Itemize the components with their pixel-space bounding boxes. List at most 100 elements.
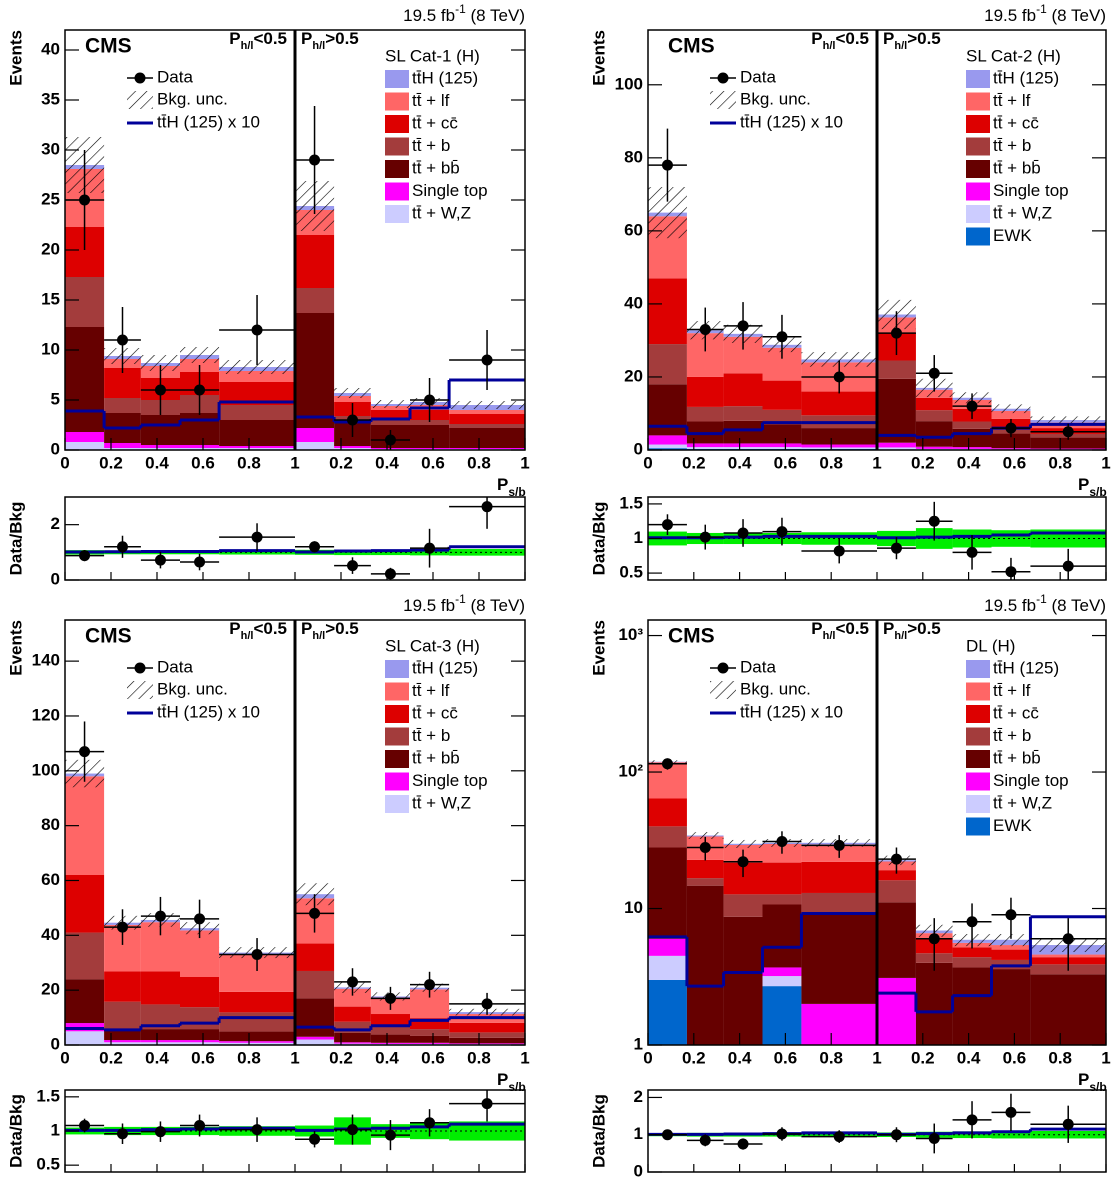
data-point bbox=[890, 327, 902, 339]
legend-swatch bbox=[385, 727, 409, 746]
stack-segment bbox=[801, 444, 877, 448]
legend-unc-swatch bbox=[710, 681, 736, 699]
stack-segment bbox=[180, 1007, 220, 1030]
region-rest: <0.5 bbox=[835, 619, 869, 638]
ratio-y-tick-label: 2 bbox=[51, 514, 60, 533]
legend-swatch bbox=[385, 750, 409, 768]
ratio-band bbox=[449, 1121, 525, 1141]
energy-label: 19.5 fb-1 (8 TeV) bbox=[403, 592, 525, 615]
stack-segment bbox=[952, 947, 992, 958]
legend-label: tt̄ + lf bbox=[412, 681, 450, 700]
ratio-point bbox=[890, 542, 902, 554]
stack-segment bbox=[877, 360, 916, 379]
stack-segment bbox=[219, 448, 295, 450]
y-tick-label: 15 bbox=[41, 289, 60, 308]
ratio-point bbox=[737, 527, 749, 539]
region-sub: h/l bbox=[312, 40, 325, 52]
y-tick-label: 80 bbox=[624, 147, 643, 166]
stack-segment bbox=[65, 875, 105, 933]
region-main: P bbox=[811, 619, 822, 638]
ratio-point bbox=[1062, 560, 1074, 572]
legend-label: tt̄H (125) x 10 bbox=[740, 702, 843, 721]
ratio-point bbox=[424, 542, 436, 554]
stack-segment bbox=[762, 409, 802, 425]
region-sub: h/l bbox=[894, 630, 907, 642]
x-tick-label: 1 bbox=[872, 453, 881, 472]
stack-segment bbox=[449, 424, 525, 428]
plot-area bbox=[648, 128, 1106, 450]
bkg-uncertainty bbox=[370, 400, 410, 408]
stack-segment bbox=[801, 447, 877, 449]
ratio-point bbox=[194, 556, 206, 568]
stack-segment bbox=[180, 413, 220, 445]
legend-swatch bbox=[966, 660, 990, 678]
stack-segment bbox=[410, 1029, 450, 1036]
stack-segment bbox=[65, 277, 105, 327]
data-point bbox=[661, 758, 673, 770]
stack-segment bbox=[180, 448, 220, 450]
legend-swatch bbox=[385, 660, 409, 678]
stack-segment bbox=[295, 1036, 335, 1040]
category-label: DL (H) bbox=[966, 636, 1015, 655]
stack-segment bbox=[295, 288, 335, 313]
ratio-y-tick-label: 2 bbox=[634, 1087, 643, 1106]
y-tick-label: 100 bbox=[32, 760, 60, 779]
stack-segment bbox=[295, 428, 335, 442]
legend-label: tt̄ + cc̄ bbox=[993, 113, 1039, 132]
stack-segment bbox=[686, 443, 724, 448]
x-tick-label: 0.4 bbox=[957, 453, 981, 472]
stack-segment bbox=[104, 1001, 141, 1030]
stack-segment bbox=[410, 1035, 450, 1043]
stack-segment bbox=[762, 894, 802, 905]
legend-label: tt̄H (125) bbox=[412, 658, 478, 677]
data-point bbox=[928, 367, 940, 379]
ratio-area bbox=[65, 497, 525, 580]
x-tick-label: 0.4 bbox=[375, 453, 399, 472]
stack-segment bbox=[65, 442, 105, 450]
x-tick-label: 0.2 bbox=[911, 1048, 935, 1067]
legend-swatch bbox=[966, 795, 990, 813]
x-tick-label: 0.6 bbox=[191, 1048, 215, 1067]
ratio-point bbox=[833, 1131, 845, 1143]
legend-label: tt̄ + bb̄ bbox=[993, 158, 1041, 177]
region-sub: h/l bbox=[241, 40, 254, 52]
ratio-point bbox=[194, 1120, 206, 1132]
y-tick-label: 0 bbox=[51, 439, 60, 458]
stack-segment bbox=[140, 1029, 180, 1041]
x-tick-label: 1 bbox=[520, 453, 529, 472]
data-point bbox=[117, 921, 128, 933]
legend-data-marker bbox=[717, 72, 729, 84]
region-label: Ph/l<0.5 bbox=[229, 619, 287, 641]
stack-segment bbox=[801, 391, 877, 416]
y-tick-label: 100 bbox=[615, 74, 643, 93]
ratio-point bbox=[481, 501, 493, 513]
data-point bbox=[833, 371, 845, 383]
legend-swatch bbox=[385, 205, 409, 223]
data-point bbox=[154, 910, 166, 922]
region-rest: >0.5 bbox=[907, 619, 941, 638]
y-axis-label: Events bbox=[6, 620, 25, 676]
stack-segment bbox=[180, 977, 220, 1008]
x-tick-label: 0.2 bbox=[329, 453, 353, 472]
y-tick-label: 30 bbox=[41, 139, 60, 158]
y-tick-label: 120 bbox=[32, 705, 60, 724]
stack-segment bbox=[952, 957, 992, 968]
x-axis-label-main: P bbox=[497, 1070, 508, 1089]
bkg-uncertainty bbox=[991, 404, 1031, 414]
x-tick-label: 0 bbox=[643, 1048, 652, 1067]
energy-rest: (8 TeV) bbox=[1047, 596, 1106, 615]
stack-segment bbox=[801, 1003, 877, 1045]
region-rest: <0.5 bbox=[253, 619, 287, 638]
legend-swatch bbox=[385, 70, 409, 88]
stack-segment bbox=[992, 1140, 1031, 1181]
legend-swatch bbox=[385, 682, 409, 701]
energy-label: 19.5 fb-1 (8 TeV) bbox=[403, 2, 525, 25]
region-main: P bbox=[229, 619, 240, 638]
legend-label: tt̄ + b bbox=[412, 726, 450, 745]
x-tick-label: 0.2 bbox=[99, 453, 123, 472]
x-tick-label: 1 bbox=[290, 1048, 299, 1067]
legend-label: tt̄H (125) x 10 bbox=[740, 112, 843, 131]
energy-main: 19.5 fb bbox=[403, 6, 455, 25]
y-tick-label: 10 bbox=[41, 339, 60, 358]
stack-segment bbox=[334, 448, 371, 450]
